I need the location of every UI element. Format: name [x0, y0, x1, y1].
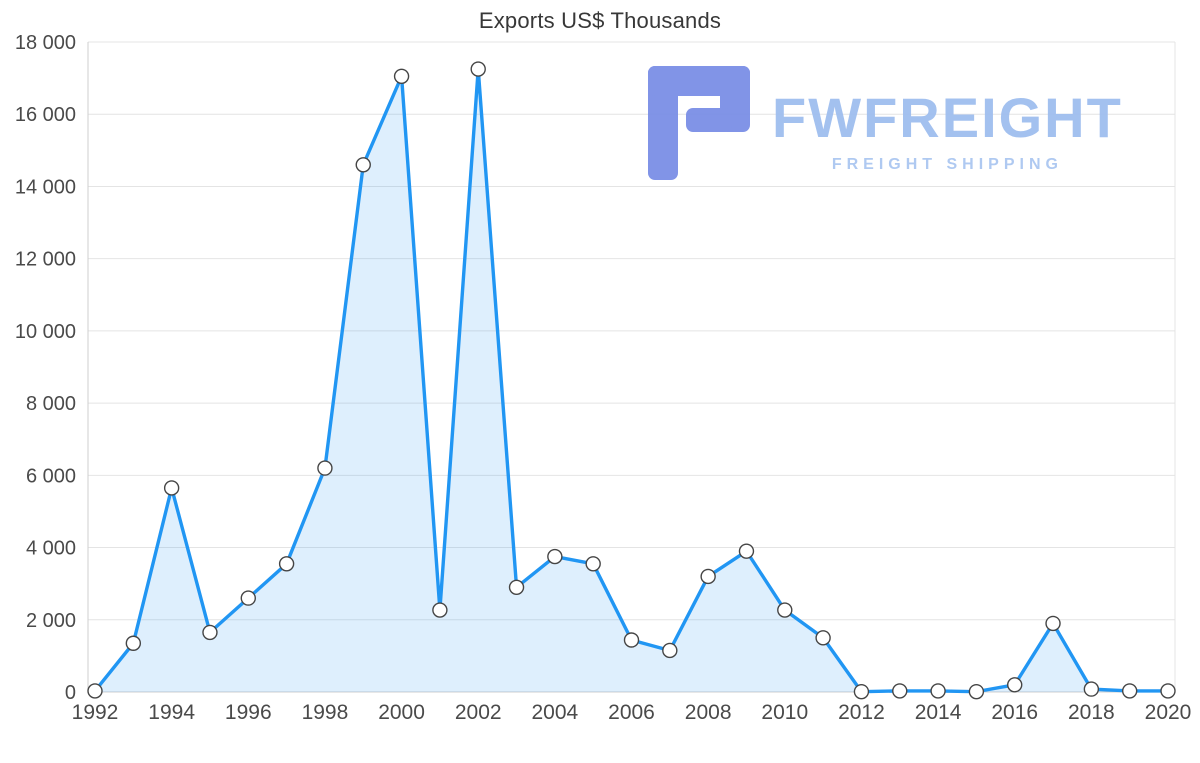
- x-axis-label: 2010: [761, 701, 808, 724]
- y-axis-label: 8 000: [26, 393, 76, 415]
- data-point-marker[interactable]: [623, 632, 640, 648]
- data-point-marker[interactable]: [432, 602, 448, 618]
- data-point-marker[interactable]: [470, 61, 486, 77]
- y-axis-label: 16 000: [15, 104, 76, 126]
- chart-title: Exports US$ Thousands: [478, 8, 722, 33]
- data-point-marker[interactable]: [547, 548, 563, 565]
- y-axis-label: 18 000: [15, 32, 76, 54]
- data-point-marker[interactable]: [1083, 681, 1100, 697]
- data-point-marker[interactable]: [393, 68, 410, 85]
- x-axis-label: 2004: [531, 701, 578, 724]
- data-point-marker[interactable]: [777, 602, 793, 618]
- data-point-marker[interactable]: [585, 556, 601, 572]
- data-point-marker[interactable]: [1045, 615, 1061, 632]
- x-axis-label: 2008: [685, 701, 732, 724]
- data-point-marker[interactable]: [202, 624, 218, 641]
- x-axis-label: 1996: [225, 701, 272, 724]
- data-point-marker[interactable]: [1121, 683, 1138, 699]
- x-axis-label: 1994: [148, 701, 195, 724]
- brand-name: FWFREIGHT: [772, 86, 1123, 149]
- x-axis-label: 2014: [915, 701, 962, 724]
- x-axis-label: 2018: [1068, 701, 1115, 724]
- y-axis-label: 2 000: [26, 610, 76, 632]
- y-axis-label: 12 000: [15, 249, 76, 271]
- x-axis-label: 1992: [72, 701, 119, 724]
- x-axis-label: 2002: [455, 701, 502, 724]
- x-axis-label: 1998: [302, 701, 349, 724]
- data-point-marker[interactable]: [355, 157, 371, 173]
- brand-text-block: FWFREIGHT FREIGHT SHIPPING: [772, 64, 1123, 174]
- data-point-marker[interactable]: [163, 480, 180, 496]
- y-axis-label: 4 000: [26, 538, 76, 560]
- data-point-marker[interactable]: [892, 683, 908, 699]
- data-point-marker[interactable]: [87, 683, 103, 699]
- area-fill: [95, 69, 1168, 693]
- fwfreight-logo-icon: [648, 66, 750, 180]
- data-point-marker[interactable]: [815, 630, 831, 646]
- brand-tagline: FREIGHT SHIPPING: [831, 156, 1063, 173]
- x-axis-label: 2000: [378, 701, 425, 724]
- x-axis-label: 2012: [838, 701, 885, 724]
- x-axis-label: 2020: [1145, 701, 1192, 724]
- data-point-marker[interactable]: [930, 683, 946, 699]
- data-point-marker[interactable]: [278, 556, 295, 572]
- data-point-marker[interactable]: [240, 590, 256, 606]
- x-axis-label: 2006: [608, 701, 655, 724]
- data-point-marker[interactable]: [700, 568, 716, 585]
- data-point-marker[interactable]: [125, 635, 142, 651]
- y-axis-label: 10 000: [15, 321, 76, 343]
- data-point-marker[interactable]: [508, 579, 525, 595]
- data-point-marker[interactable]: [853, 683, 870, 700]
- y-axis-label: 0: [65, 682, 76, 704]
- data-point-marker[interactable]: [1160, 683, 1176, 699]
- data-point-marker[interactable]: [662, 642, 678, 659]
- data-point-marker[interactable]: [968, 683, 985, 700]
- brand-watermark: FWFREIGHT FREIGHT SHIPPING: [646, 64, 1123, 182]
- data-point-marker[interactable]: [1007, 677, 1023, 693]
- data-point-marker[interactable]: [317, 460, 333, 476]
- data-point-marker[interactable]: [738, 543, 755, 559]
- y-axis-label: 14 000: [15, 176, 76, 198]
- x-axis-label: 2016: [991, 701, 1038, 724]
- y-axis-label: 6 000: [26, 465, 76, 487]
